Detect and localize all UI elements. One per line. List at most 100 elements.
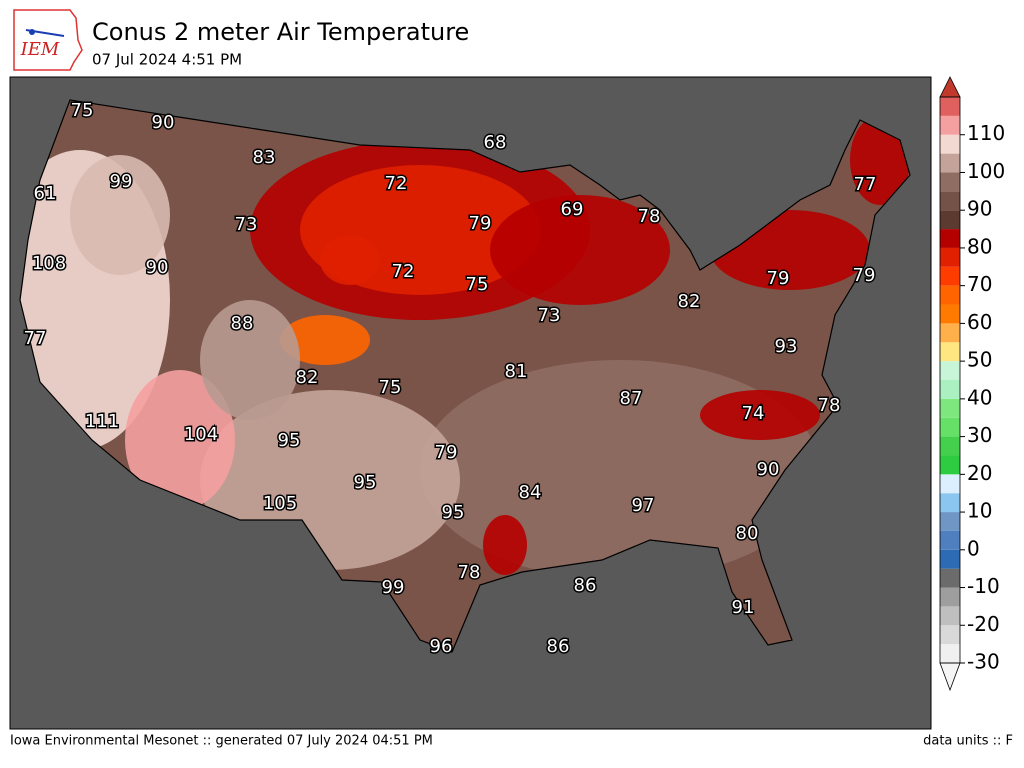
colorbar-segment [940, 210, 960, 230]
temperature-label: 86 [574, 575, 597, 596]
colorbar-segment [940, 172, 960, 192]
temperature-label: 95 [278, 430, 301, 451]
colorbar-tick-label: 0 [967, 536, 980, 560]
colorbar-segment [940, 361, 960, 380]
temperature-label: 78 [458, 562, 481, 583]
temperature-label: 78 [638, 206, 661, 227]
temperature-label: 78 [818, 395, 841, 416]
temperature-label: 104 [184, 424, 218, 445]
temperature-region [483, 515, 527, 575]
colorbar-segment [940, 342, 960, 362]
temperature-label: 83 [253, 147, 276, 168]
temperature-label: 61 [34, 183, 57, 204]
temperature-label: 96 [430, 636, 453, 657]
colorbar-segment [940, 549, 960, 569]
colorbar-tick-label: -10 [967, 574, 1000, 598]
colorbar-tick-label: 110 [967, 121, 1005, 145]
colorbar-segment [940, 134, 960, 154]
temperature-label: 73 [538, 305, 561, 326]
temperature-label: 111 [85, 411, 119, 432]
temperature-label: 88 [231, 313, 254, 334]
colorbar-tick-label: 60 [967, 310, 992, 334]
temperature-label: 105 [263, 493, 297, 514]
colorbar-segment [940, 530, 960, 550]
colorbar-tick-label: -20 [967, 612, 1000, 636]
colorbar-high-arrow [939, 76, 961, 98]
colorbar-segment [940, 587, 960, 607]
temperature-label: 95 [354, 472, 377, 493]
temperature-label: 99 [382, 577, 405, 598]
colorbar-segment [940, 455, 960, 475]
colorbar-segment [940, 97, 960, 116]
temperature-label: 97 [632, 495, 655, 516]
colorbar: -30 -20 -10 0 10 20 30 40 50 60 70 80 90 100 110 [939, 76, 1005, 692]
colorbar-segment [940, 323, 960, 343]
temperature-label: 72 [385, 173, 408, 194]
colorbar-segment [940, 606, 960, 626]
temperature-label: 68 [484, 132, 507, 153]
temperature-label: 75 [71, 100, 94, 121]
temperature-label: 77 [24, 328, 47, 349]
temperature-label: 99 [110, 171, 133, 192]
temperature-label: 95 [442, 502, 465, 523]
colorbar-tick-label: 100 [967, 159, 1005, 183]
temperature-label: 93 [775, 336, 798, 357]
colorbar-frame [939, 96, 961, 664]
temperature-label: 86 [547, 636, 570, 657]
colorbar-tick-label: 90 [967, 197, 992, 221]
temperature-label: 81 [505, 361, 528, 382]
temperature-label: 74 [742, 403, 765, 424]
colorbar-segment [940, 493, 960, 513]
footer-right: data units :: F [923, 734, 1013, 749]
temperature-region [700, 390, 820, 440]
temperature-label: 69 [561, 199, 584, 220]
colorbar-tick-label: 20 [967, 461, 992, 485]
colorbar-segment [940, 153, 960, 173]
temperature-label: 73 [235, 214, 258, 235]
colorbar-low-arrow [939, 662, 961, 692]
us-outline [19, 99, 911, 653]
temperature-label: 90 [757, 459, 780, 480]
temperature-label: 75 [466, 274, 489, 295]
temperature-label: 82 [296, 367, 319, 388]
colorbar-segment [940, 568, 960, 588]
colorbar-segment [940, 229, 960, 248]
temperature-label: 87 [620, 388, 643, 409]
colorbar-segment [940, 266, 960, 286]
colorbar-segment [940, 436, 960, 456]
colorbar-tick-label: 50 [967, 348, 992, 372]
temperature-label: 108 [32, 253, 66, 274]
subtitle: 07 Jul 2024 4:51 PM [92, 51, 242, 69]
temperature-label: 90 [146, 257, 169, 278]
colorbar-tick-label: -30 [967, 650, 1000, 674]
colorbar-segment [940, 474, 960, 494]
temperature-label: 79 [853, 265, 876, 286]
temperature-region [70, 155, 170, 275]
temperature-label: 77 [854, 174, 877, 195]
colorbar-segment [940, 191, 960, 211]
colorbar-segment [940, 304, 960, 324]
temperature-region [280, 315, 370, 365]
temperature-region [490, 195, 670, 305]
logo: IEM [13, 9, 83, 71]
temperature-label: 79 [435, 442, 458, 463]
temperature-region [320, 235, 380, 285]
logo-text: IEM [20, 39, 60, 60]
temperature-label: 80 [736, 523, 759, 544]
colorbar-tick-label: 80 [967, 234, 992, 258]
title: Conus 2 meter Air Temperature [92, 18, 469, 46]
temperature-label: 72 [392, 261, 415, 282]
colorbar-tick-label: 40 [967, 385, 992, 409]
colorbar-segment [940, 625, 960, 645]
temperature-region [200, 300, 300, 420]
colorbar-segment [940, 644, 960, 663]
colorbar-segment [940, 398, 960, 418]
colorbar-segment [940, 512, 960, 531]
temperature-label: 82 [678, 291, 701, 312]
colorbar-segment [940, 115, 960, 135]
colorbar-segment [940, 417, 960, 437]
temperature-label: 84 [519, 482, 542, 503]
temperature-label: 75 [379, 377, 402, 398]
